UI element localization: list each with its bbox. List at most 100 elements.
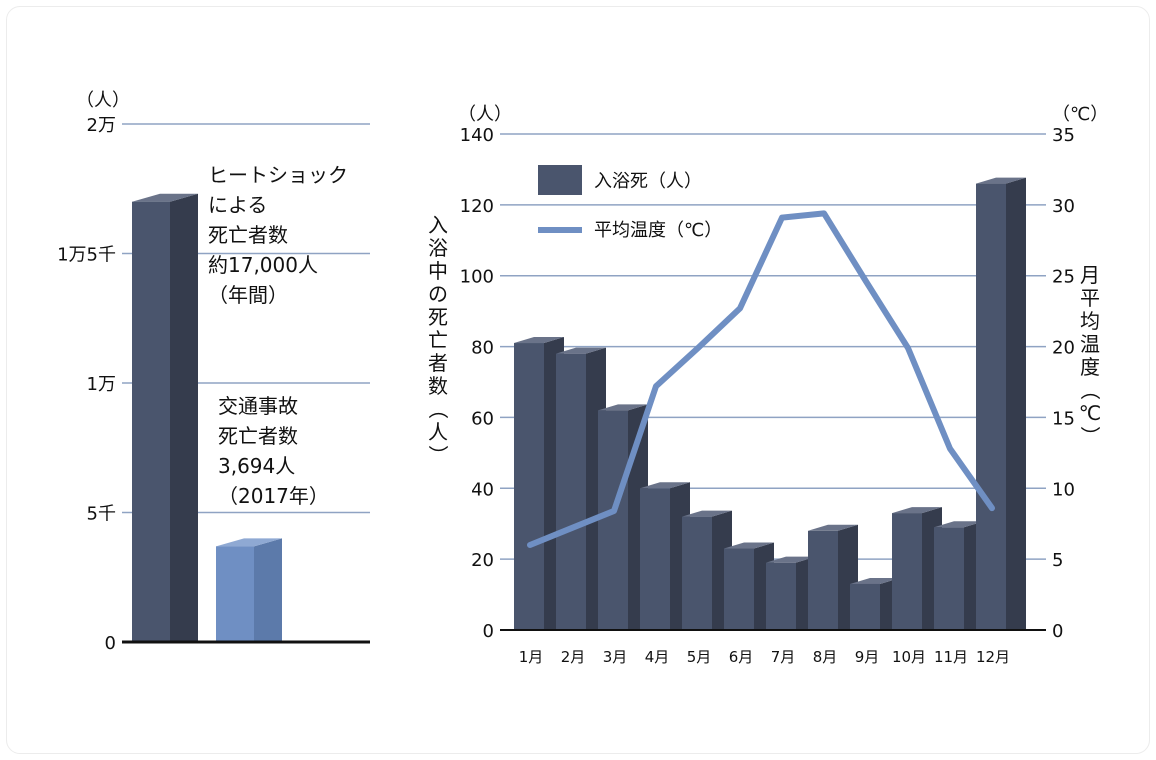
left-axis-tick-label: 140: [460, 125, 494, 146]
month-bar-top: [850, 577, 900, 584]
month-bar-side: [1006, 177, 1026, 630]
month-bar: [976, 183, 1006, 630]
right-axis-label-char: （: [1078, 380, 1102, 400]
annotation-line: 3,694人: [218, 454, 295, 478]
left-bar-side: [254, 538, 282, 642]
left-y-tick-label: 0: [105, 633, 116, 654]
right-chart-right-y-ticks: 0 5 10 15 20 25 30 35: [1052, 125, 1075, 642]
annotation-line: 約17,000人: [208, 253, 318, 277]
left-axis-label-char: 亡: [428, 328, 448, 352]
month-bar-top: [556, 347, 606, 354]
right-axis-label-char: ℃: [1079, 401, 1101, 425]
left-y-tick-label: 1万: [87, 374, 116, 395]
month-label: 2月: [561, 648, 586, 666]
month-label: 11月: [934, 648, 968, 666]
month-bar-top: [808, 524, 858, 531]
left-axis-label-char: 浴: [428, 236, 448, 260]
left-axis-tick-label: 60: [471, 408, 494, 429]
right-axis-tick-label: 15: [1052, 408, 1075, 429]
annotation-line: （年間）: [208, 283, 288, 307]
left-bar: [216, 546, 254, 642]
right-axis-label-char: 温: [1080, 332, 1100, 356]
month-label: 5月: [687, 648, 712, 666]
right-axis-tick-label: 20: [1052, 338, 1075, 359]
right-axis-tick-label: 5: [1052, 550, 1063, 571]
month-bar: [640, 488, 670, 630]
right-chart-left-unit: （人）: [458, 104, 512, 125]
left-bar-top: [216, 538, 282, 547]
right-axis-tick-label: 30: [1052, 196, 1075, 217]
left-chart-bars: [132, 193, 282, 642]
month-label: 9月: [855, 648, 880, 666]
left-chart-annotations: ヒートショックによる死亡者数約17,000人（年間）交通事故死亡者数3,694人…: [208, 163, 348, 508]
annotation-line: 死亡者数: [218, 424, 298, 448]
left-y-tick-label: 2万: [87, 115, 116, 136]
annotation-line: 交通事故: [218, 394, 298, 418]
left-bar: [132, 201, 170, 642]
right-axis-label-char: 度: [1080, 355, 1100, 379]
annotation-line: 死亡者数: [208, 223, 288, 247]
month-bar-top: [640, 482, 690, 489]
month-label: 4月: [645, 648, 670, 666]
right-axis-label-char: 月: [1080, 263, 1100, 287]
month-bar: [766, 562, 796, 630]
left-axis-tick-label: 40: [471, 479, 494, 500]
right-axis-label-char: 平: [1080, 286, 1100, 310]
left-axis-label-char: 入: [428, 213, 448, 237]
month-bar: [598, 410, 628, 630]
month-label: 7月: [771, 648, 796, 666]
legend-bar-swatch: [538, 165, 582, 195]
left-axis-label-char: の: [428, 282, 448, 306]
month-bar: [724, 548, 754, 630]
month-bar: [514, 343, 544, 630]
card-frame: [6, 6, 1150, 754]
left-axis-label-char: 人: [428, 420, 448, 444]
left-axis-label-char: 者: [428, 351, 448, 375]
month-label: 3月: [603, 648, 628, 666]
left-axis-tick-label: 0: [483, 621, 494, 642]
right-axis-tick-label: 0: [1052, 621, 1063, 642]
legend-bar-label: 入浴死（人）: [594, 171, 702, 192]
left-axis-tick-label: 100: [460, 267, 494, 288]
month-bar-top: [682, 510, 732, 517]
left-bar-side: [170, 193, 198, 642]
left-axis-label-char: （: [426, 399, 450, 419]
month-bar: [556, 353, 586, 630]
month-label: 8月: [813, 648, 838, 666]
month-bar: [934, 527, 964, 630]
right-axis-label-char: 均: [1080, 309, 1100, 333]
right-axis-label-char: ）: [1078, 426, 1102, 446]
annotation-line: による: [208, 193, 267, 217]
right-axis-tick-label: 25: [1052, 267, 1075, 288]
left-axis-label-char: 死: [428, 305, 448, 329]
right-chart-right-unit: （℃）: [1052, 104, 1108, 125]
left-axis-label-char: ）: [426, 445, 450, 465]
month-label: 6月: [729, 648, 754, 666]
left-bar-top: [132, 193, 198, 202]
legend-line-label: 平均温度（℃）: [594, 220, 722, 241]
left-y-tick-label: 5千: [87, 504, 116, 525]
left-axis-label-char: 数: [428, 374, 448, 398]
left-chart-unit-label: （人）: [76, 90, 130, 111]
left-axis-tick-label: 80: [471, 338, 494, 359]
month-bar-top: [766, 556, 816, 563]
month-label: 1月: [519, 648, 544, 666]
right-axis-tick-label: 10: [1052, 479, 1075, 500]
month-bar-top: [976, 177, 1026, 184]
temperature-line: [527, 210, 995, 548]
month-bar-top: [892, 507, 942, 514]
month-bar: [850, 583, 880, 630]
right-chart-month-labels: 1月 2月 3月 4月 5月 6月 7月 8月 9月 10月 11月 12月: [519, 648, 1010, 666]
left-axis-tick-label: 120: [460, 196, 494, 217]
left-axis-tick-label: 20: [471, 550, 494, 571]
right-chart-left-y-ticks: 0 20 40 60 80 100 120 140: [460, 125, 494, 642]
month-bar-top: [598, 404, 648, 411]
month-bar: [682, 516, 712, 630]
left-chart-y-tick-labels: 0 5千 1万 1万5千 2万: [57, 115, 116, 654]
annotation-line: ヒートショック: [208, 163, 348, 187]
month-label: 10月: [892, 648, 926, 666]
month-bar: [808, 530, 838, 630]
